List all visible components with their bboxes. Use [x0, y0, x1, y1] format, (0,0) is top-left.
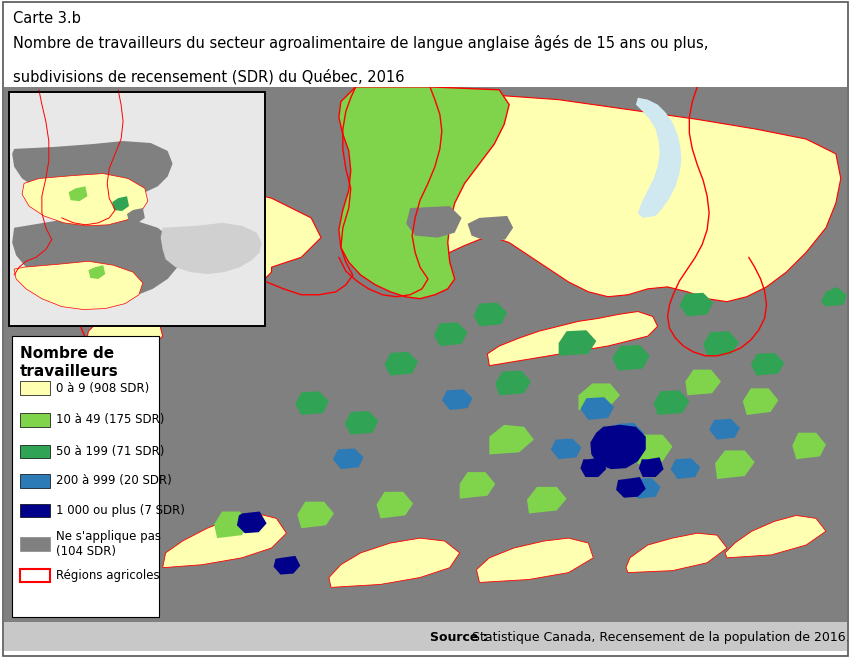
Polygon shape — [639, 457, 664, 477]
Polygon shape — [385, 352, 418, 376]
Polygon shape — [376, 492, 413, 519]
Polygon shape — [73, 188, 321, 331]
Polygon shape — [163, 513, 287, 568]
Polygon shape — [821, 287, 847, 307]
Polygon shape — [329, 538, 460, 588]
Polygon shape — [551, 439, 581, 459]
Polygon shape — [580, 397, 614, 420]
Text: Carte 3.b: Carte 3.b — [13, 11, 81, 26]
Polygon shape — [612, 345, 649, 370]
Text: 50 à 199 (71 SDR): 50 à 199 (71 SDR) — [55, 445, 164, 458]
Polygon shape — [709, 419, 740, 440]
Polygon shape — [434, 322, 467, 346]
Bar — [20, 569, 50, 582]
Polygon shape — [194, 334, 240, 360]
Polygon shape — [725, 515, 826, 558]
Polygon shape — [460, 472, 495, 499]
Polygon shape — [467, 216, 513, 241]
Polygon shape — [679, 293, 713, 316]
Polygon shape — [339, 87, 509, 299]
Text: Nombre de travailleurs du secteur agroalimentaire de langue anglaise âgés de 15 : Nombre de travailleurs du secteur agroal… — [13, 36, 708, 51]
Polygon shape — [489, 425, 534, 455]
Polygon shape — [636, 97, 682, 218]
Polygon shape — [89, 265, 106, 279]
Bar — [4, 622, 847, 651]
Text: 1 000 ou plus (7 SDR): 1 000 ou plus (7 SDR) — [55, 504, 185, 517]
Polygon shape — [685, 370, 721, 395]
Polygon shape — [527, 487, 567, 513]
Text: 10 à 49 (175 SDR): 10 à 49 (175 SDR) — [55, 413, 164, 426]
Bar — [20, 474, 50, 488]
Polygon shape — [751, 353, 785, 376]
Polygon shape — [313, 275, 358, 301]
Polygon shape — [69, 186, 88, 201]
Text: Statistique Canada, Recensement de la population de 2016.: Statistique Canada, Recensement de la po… — [467, 631, 849, 644]
Polygon shape — [631, 478, 660, 499]
Text: 0 à 9 (908 SDR): 0 à 9 (908 SDR) — [55, 382, 149, 395]
Polygon shape — [333, 449, 363, 469]
Polygon shape — [579, 384, 620, 410]
Bar — [20, 413, 50, 427]
Polygon shape — [85, 307, 163, 366]
Text: Ne s'applique pas
(104 SDR): Ne s'applique pas (104 SDR) — [55, 530, 161, 558]
Bar — [20, 537, 50, 551]
Text: Source :: Source : — [430, 631, 488, 644]
Polygon shape — [22, 174, 148, 226]
Polygon shape — [688, 87, 847, 230]
Polygon shape — [611, 423, 644, 445]
Bar — [9, 91, 265, 326]
Polygon shape — [237, 511, 266, 533]
Polygon shape — [297, 501, 334, 528]
Polygon shape — [410, 95, 841, 301]
Bar — [9, 91, 265, 326]
Polygon shape — [616, 477, 646, 497]
Polygon shape — [12, 216, 180, 301]
Polygon shape — [112, 196, 129, 211]
Polygon shape — [59, 87, 356, 492]
Polygon shape — [127, 208, 145, 223]
Polygon shape — [214, 511, 250, 538]
Polygon shape — [792, 433, 826, 459]
Polygon shape — [14, 261, 143, 309]
Bar — [12, 336, 158, 617]
Polygon shape — [495, 370, 531, 395]
Polygon shape — [12, 141, 173, 200]
Polygon shape — [488, 311, 658, 366]
Bar — [20, 382, 50, 395]
Bar — [20, 445, 50, 459]
Text: Régions agricoles: Régions agricoles — [55, 569, 159, 582]
Polygon shape — [626, 533, 727, 572]
Polygon shape — [703, 331, 739, 356]
Polygon shape — [715, 451, 755, 479]
Polygon shape — [4, 87, 271, 344]
Polygon shape — [580, 457, 606, 477]
Bar — [20, 503, 50, 517]
Polygon shape — [671, 459, 700, 479]
Text: travailleurs: travailleurs — [20, 364, 119, 379]
Text: subdivisions de recensement (SDR) du Québec, 2016: subdivisions de recensement (SDR) du Qué… — [13, 68, 404, 84]
Polygon shape — [477, 538, 593, 582]
Polygon shape — [743, 388, 779, 415]
Text: Nombre de: Nombre de — [20, 346, 114, 361]
Polygon shape — [345, 411, 379, 435]
Polygon shape — [161, 223, 261, 274]
Polygon shape — [591, 425, 646, 469]
Polygon shape — [406, 206, 461, 238]
Polygon shape — [634, 435, 672, 464]
Polygon shape — [654, 390, 689, 415]
Polygon shape — [558, 330, 597, 356]
Polygon shape — [106, 245, 125, 263]
Polygon shape — [273, 556, 300, 574]
Polygon shape — [473, 303, 507, 326]
Text: 200 à 999 (20 SDR): 200 à 999 (20 SDR) — [55, 474, 172, 488]
Polygon shape — [442, 390, 472, 410]
Polygon shape — [295, 392, 329, 415]
